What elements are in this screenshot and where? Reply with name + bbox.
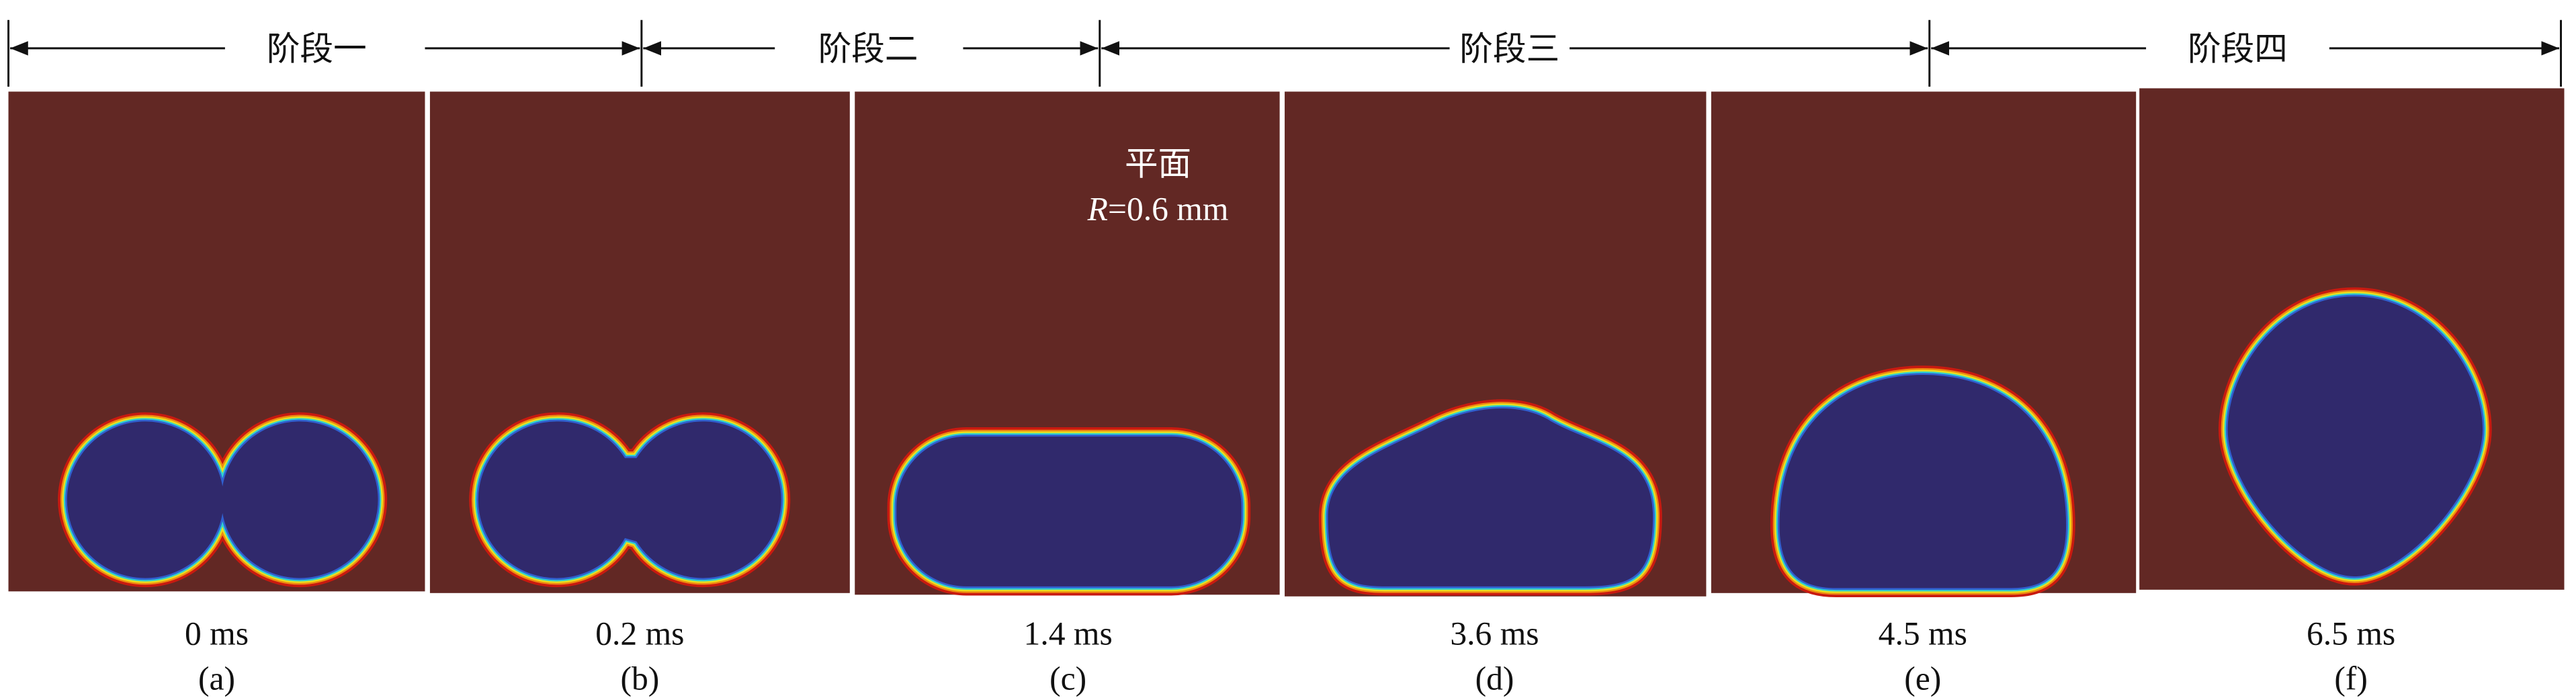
panel-label: (a) [198, 660, 235, 697]
radius-symbol: R [1087, 190, 1108, 227]
time-caption: 4.5 ms [1879, 615, 1967, 652]
panel-label: (c) [1049, 660, 1086, 697]
panel-label: (e) [1904, 660, 1941, 697]
stage-label: 阶段二 [818, 29, 918, 68]
captions: 0 ms (a) 0.2 ms (b) 1.4 ms (c) 3.6 ms (d… [185, 615, 2395, 697]
droplet [896, 436, 1242, 586]
stage-label: 阶段三 [1459, 29, 1559, 68]
panel [2139, 88, 2565, 590]
panel [1711, 91, 2137, 593]
time-caption: 3.6 ms [1450, 615, 1539, 652]
stage-header: 阶段一 阶段二 阶段三 阶段四 [7, 19, 2563, 87]
time-caption: 6.5 ms [2307, 615, 2395, 652]
radius-label: R=0.6 mm [1087, 190, 1229, 227]
panel-label: (b) [620, 660, 659, 697]
surface-label: 平面 [1125, 145, 1191, 182]
time-caption: 1.4 ms [1024, 615, 1113, 652]
panel [429, 91, 850, 593]
stage-label: 阶段四 [2188, 29, 2288, 68]
panel: 平面 R=0.6 mm [855, 91, 1280, 595]
time-caption: 0.2 ms [595, 615, 684, 652]
radius-value: =0.6 mm [1108, 190, 1228, 227]
time-caption: 0 ms [185, 615, 249, 652]
stage-label: 阶段一 [267, 29, 367, 68]
panel-label: (d) [1475, 660, 1514, 697]
panel [1285, 91, 1707, 597]
panel-label: (f) [2334, 660, 2368, 697]
panel [8, 91, 425, 592]
